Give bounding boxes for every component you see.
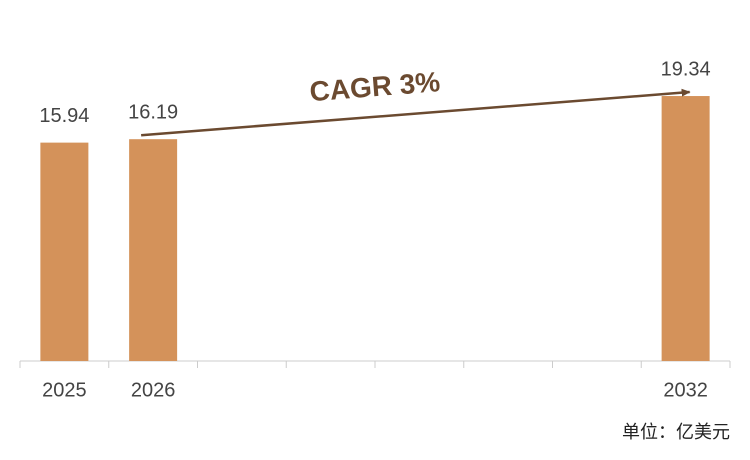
data-label: 16.19	[128, 101, 178, 123]
bar	[40, 142, 89, 361]
data-label: 15.94	[39, 105, 89, 127]
cagr-arrow	[141, 88, 691, 137]
x-tick-label: 2026	[131, 379, 176, 401]
cagr-annotation: CAGR 3%	[308, 66, 441, 107]
x-tick-label: 2025	[42, 379, 87, 401]
unit-label: 单位：亿美元	[622, 422, 730, 442]
bar	[661, 96, 710, 362]
x-tick-label: 2032	[663, 379, 708, 401]
bar	[129, 139, 178, 361]
data-label: 19.34	[661, 58, 711, 80]
